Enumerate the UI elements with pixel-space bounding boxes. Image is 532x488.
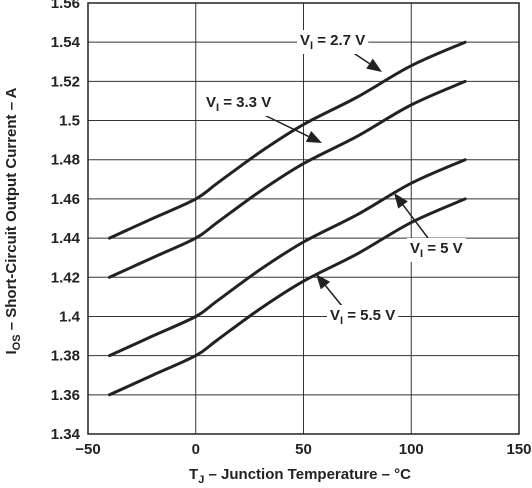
series-label-0: VI = 2.7 V xyxy=(300,32,365,52)
x-tick-label: −50 xyxy=(75,441,100,458)
y-tick-label: 1.44 xyxy=(51,230,81,247)
y-tick-labels: 1.34 1.36 1.38 1.4 1.42 1.44 1.46 1.48 1.5 1.52 1.… xyxy=(51,0,81,443)
series-label-bg xyxy=(297,30,369,54)
series-label-bg xyxy=(407,238,466,262)
y-axis-title: IOS – Short-Circuit Output Current – A xyxy=(3,87,23,354)
y-tick-label: 1.54 xyxy=(51,34,81,51)
x-tick-label: 50 xyxy=(295,441,312,458)
y-tick-label: 1.5 xyxy=(59,113,80,130)
series-label-bg xyxy=(203,92,275,116)
series-line-3 xyxy=(108,197,467,397)
y-tick-label: 1.46 xyxy=(51,191,80,208)
arrow-head-icon xyxy=(316,274,331,290)
x-tick-label: 0 xyxy=(192,441,200,458)
y-tick-label: 1.38 xyxy=(51,348,80,365)
x-axis-title: TJ – Junction Temperature – °C xyxy=(189,466,411,486)
series-label-2: VI = 5 V xyxy=(410,240,463,260)
y-tick-label: 1.42 xyxy=(51,269,80,286)
y-tick-label: 1.48 xyxy=(51,152,80,169)
y-tick-label: 1.56 xyxy=(51,0,80,12)
arrow-head-icon xyxy=(366,58,382,72)
series-label-1: VI = 3.3 V xyxy=(206,94,271,114)
arrow-head-icon xyxy=(305,131,322,143)
arrow-head-icon xyxy=(394,193,408,209)
x-tick-label: 150 xyxy=(506,441,531,458)
series-annotations: VI = 2.7 V VI = 3.3 V VI = 5 V VI = 5.5 V xyxy=(203,30,466,329)
x-tick-labels: −50 0 50 100 150 xyxy=(75,441,531,458)
series-line-0 xyxy=(108,40,467,240)
y-tick-label: 1.34 xyxy=(51,426,81,443)
plot-frame xyxy=(87,2,520,435)
arrow-line-2 xyxy=(402,204,429,239)
series-lines xyxy=(108,40,467,397)
y-tick-label: 1.52 xyxy=(51,73,80,90)
y-tick-label: 1.4 xyxy=(59,308,81,325)
series-label-3: VI = 5.5 V xyxy=(330,307,395,327)
series-line-2 xyxy=(108,158,467,358)
arrow-line-3 xyxy=(324,285,343,307)
x-tick-label: 100 xyxy=(399,441,424,458)
y-tick-label: 1.36 xyxy=(51,387,80,404)
arrow-line-1 xyxy=(257,111,309,138)
series-line-1 xyxy=(108,79,467,279)
series-label-bg xyxy=(327,305,399,329)
